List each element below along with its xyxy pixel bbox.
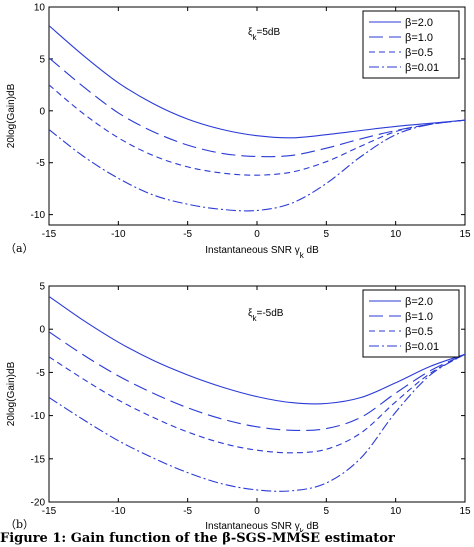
legend-label-2: β=0.5 [405, 326, 433, 338]
x-tick-label: 10 [390, 506, 402, 517]
series-line-0 [49, 295, 465, 405]
series-line-3 [49, 353, 465, 492]
x-axis-label: Instantaneous SNR γk dB [205, 245, 319, 260]
series-line-1 [49, 57, 465, 158]
y-tick-label: 5 [39, 282, 45, 293]
series-line-0 [49, 25, 465, 139]
y-tick-label: 5 [39, 54, 45, 65]
panel-b: -15 -10 -5 0 5 10 1550-5-10-15-20β=2.0β=1.0β=0… [5, 282, 471, 533]
y-tick-label: 0 [39, 106, 45, 117]
series-line-2 [49, 84, 465, 176]
x-tick-label: 0 [254, 506, 260, 517]
y-tick-label: -5 [36, 158, 45, 169]
x-axis-label: Instantaneous SNR γk dB [205, 521, 319, 532]
series-line-3 [49, 119, 465, 212]
legend-label-3: β=0.01 [405, 341, 439, 353]
x-tick-label: -5 [183, 229, 192, 240]
y-axis-label: 20log(Gain)dB [6, 361, 17, 426]
figure-caption: Figure 1: Gain function of the β-SGS-MMS… [0, 531, 395, 546]
x-tick-label: -5 [183, 506, 192, 517]
x-tick-label: 15 [459, 229, 471, 240]
x-tick-label: 0 [254, 229, 260, 240]
xi-annotation: ξk=-5dB [248, 308, 284, 323]
x-tick-label: 15 [459, 506, 471, 517]
y-tick-label: 10 [34, 3, 46, 14]
legend-label-0: β=2.0 [405, 17, 433, 29]
panel-label: （a） [5, 242, 34, 255]
y-axis-label: 20log(Gain)dB [6, 83, 17, 148]
series-line-1 [49, 331, 465, 432]
x-tick-label: -15 [42, 229, 57, 240]
x-tick-label: 10 [390, 229, 402, 240]
y-tick-label: 0 [39, 325, 45, 336]
y-tick-label: -5 [36, 368, 45, 379]
y-tick-label: -20 [31, 498, 46, 509]
legend-label-1: β=1.0 [405, 32, 433, 44]
legend-label-0: β=2.0 [405, 296, 433, 308]
panel-a: -15 -10 -5 0 5 10 15 10 5 0 -5 -10 β=2.0 β=1.0 β=0.5 β=… [5, 3, 471, 260]
x-tick-label: 5 [324, 506, 330, 517]
x-tick-label: -10 [111, 229, 126, 240]
xi-annotation: ξk=5dB [248, 27, 280, 42]
series-line-2 [49, 353, 465, 454]
y-tick-label: -15 [31, 454, 46, 465]
y-tick-label: -10 [31, 411, 46, 422]
x-tick-label: 5 [324, 229, 330, 240]
legend-label-2: β=0.5 [405, 47, 433, 59]
x-tick-label: -10 [111, 506, 126, 517]
y-tick-label: -10 [31, 210, 46, 221]
figure-canvas: -15 -10 -5 0 5 10 15 10 5 0 -5 -10 β=2.0 β=1.0 β=0.5 β=… [5, 3, 471, 533]
legend-label-1: β=1.0 [405, 311, 433, 323]
x-tick-label: -15 [42, 506, 57, 517]
panel-label: （b） [5, 518, 34, 531]
legend-label-3: β=0.01 [405, 62, 439, 74]
